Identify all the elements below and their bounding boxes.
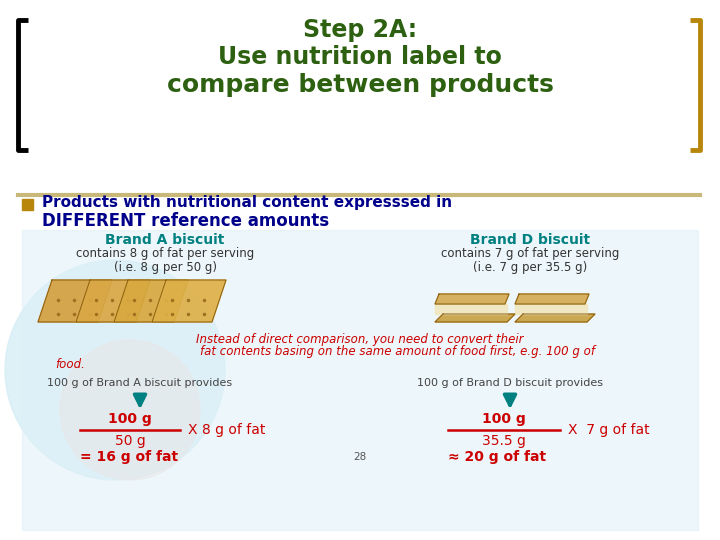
- Text: Brand A biscuit: Brand A biscuit: [105, 233, 225, 247]
- Text: = 16 g of fat: = 16 g of fat: [80, 450, 178, 464]
- Text: 100 g of Brand D biscuit provides: 100 g of Brand D biscuit provides: [417, 378, 603, 388]
- Bar: [515, 304, 587, 314]
- Text: food.: food.: [55, 359, 85, 372]
- Text: 100 g: 100 g: [482, 412, 526, 426]
- Text: (i.e. 7 g per 35.5 g): (i.e. 7 g per 35.5 g): [473, 260, 587, 273]
- Text: DIFFERENT reference amounts: DIFFERENT reference amounts: [42, 212, 329, 230]
- Text: contains 8 g of fat per serving: contains 8 g of fat per serving: [76, 247, 254, 260]
- Polygon shape: [76, 280, 150, 322]
- Bar: [435, 304, 507, 314]
- Polygon shape: [114, 280, 188, 322]
- Text: Instead of direct comparison, you need to convert their: Instead of direct comparison, you need t…: [197, 333, 523, 346]
- Circle shape: [60, 340, 200, 480]
- Text: 50 g: 50 g: [114, 434, 145, 448]
- Text: 35.5 g: 35.5 g: [482, 434, 526, 448]
- Polygon shape: [515, 294, 589, 304]
- Text: fat contents basing on the same amount of food first, e.g. 100 g of: fat contents basing on the same amount o…: [200, 346, 595, 359]
- Text: 28: 28: [354, 452, 366, 462]
- Text: 100 g: 100 g: [108, 412, 152, 426]
- Polygon shape: [152, 280, 226, 322]
- Polygon shape: [435, 294, 509, 304]
- Polygon shape: [515, 314, 595, 322]
- Text: 100 g of Brand A biscuit provides: 100 g of Brand A biscuit provides: [48, 378, 233, 388]
- Text: X 8 g of fat: X 8 g of fat: [188, 423, 266, 437]
- Text: Brand D biscuit: Brand D biscuit: [470, 233, 590, 247]
- Text: compare between products: compare between products: [166, 73, 554, 97]
- Text: (i.e. 8 g per 50 g): (i.e. 8 g per 50 g): [114, 260, 217, 273]
- Text: Use nutrition label to: Use nutrition label to: [218, 45, 502, 69]
- Text: Products with nutritional content expresssed in: Products with nutritional content expres…: [42, 194, 452, 210]
- Text: contains 7 g of fat per serving: contains 7 g of fat per serving: [441, 247, 619, 260]
- Circle shape: [5, 260, 225, 480]
- Text: Step 2A:: Step 2A:: [303, 18, 417, 42]
- Text: X  7 g of fat: X 7 g of fat: [568, 423, 649, 437]
- Text: ≈ 20 g of fat: ≈ 20 g of fat: [448, 450, 546, 464]
- Bar: [22, 199, 33, 210]
- Bar: [22, 230, 698, 530]
- Polygon shape: [435, 314, 515, 322]
- Polygon shape: [38, 280, 112, 322]
